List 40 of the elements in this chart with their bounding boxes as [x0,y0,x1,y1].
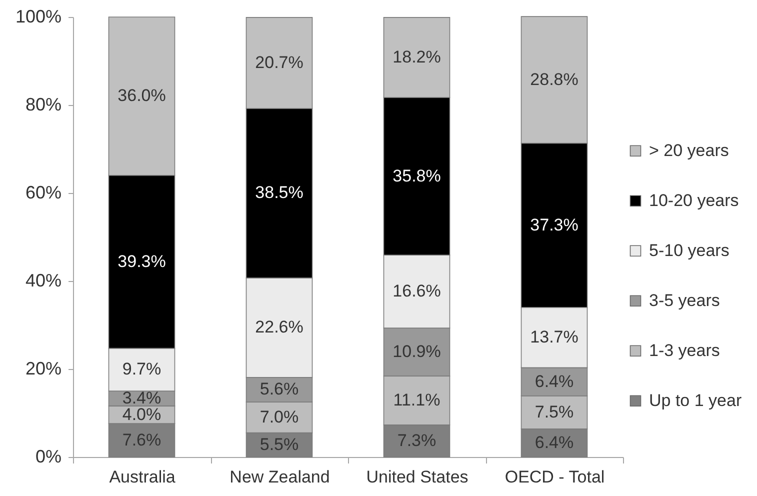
data-label: 18.2% [392,47,441,66]
data-label: 37.3% [530,215,578,234]
y-tick-label: 0% [35,446,62,466]
y-tick-label: 20% [25,358,62,378]
y-tick-label: 40% [25,270,62,290]
y-tick-label: 80% [25,94,62,114]
data-label: 36.0% [118,86,166,106]
legend-label: > 20 years [649,140,729,160]
data-label: 3.4% [122,388,162,408]
legend-label: 1-3 years [649,340,720,360]
data-label: 11.1% [393,390,440,410]
data-label: 13.7% [530,328,578,347]
data-label: 5.6% [260,380,299,399]
data-label: 16.6% [392,282,441,301]
data-label: 7.6% [122,430,162,450]
x-tick-label: Australia [109,468,176,486]
x-tick-label: OECD - Total [504,468,605,486]
legend-label: 10-20 years [649,190,739,210]
data-label: 35.8% [392,166,441,186]
data-label: 9.7% [122,360,162,379]
data-label: 5.5% [260,434,299,454]
data-label: 7.0% [260,407,299,426]
data-label: 7.3% [397,430,436,450]
y-tick-label: 100% [15,6,62,26]
data-label: 20.7% [255,52,304,72]
data-label: 22.6% [255,318,304,337]
data-label: 4.0% [122,404,162,424]
legend-label: 5-10 years [649,240,730,260]
data-label: 39.3% [118,252,166,271]
x-tick-label: New Zealand [230,468,330,486]
data-label: 10.9% [392,342,441,362]
data-label: 7.5% [534,402,574,422]
legend-label: 3-5 years [649,290,720,310]
legend-label: Up to 1 year [649,390,742,410]
y-tick-label: 60% [25,182,62,202]
data-label: 6.4% [534,372,574,391]
data-label: 6.4% [534,432,574,452]
data-label: 38.5% [255,183,304,202]
x-tick-label: United States [366,468,468,486]
data-label: 28.8% [530,70,578,89]
